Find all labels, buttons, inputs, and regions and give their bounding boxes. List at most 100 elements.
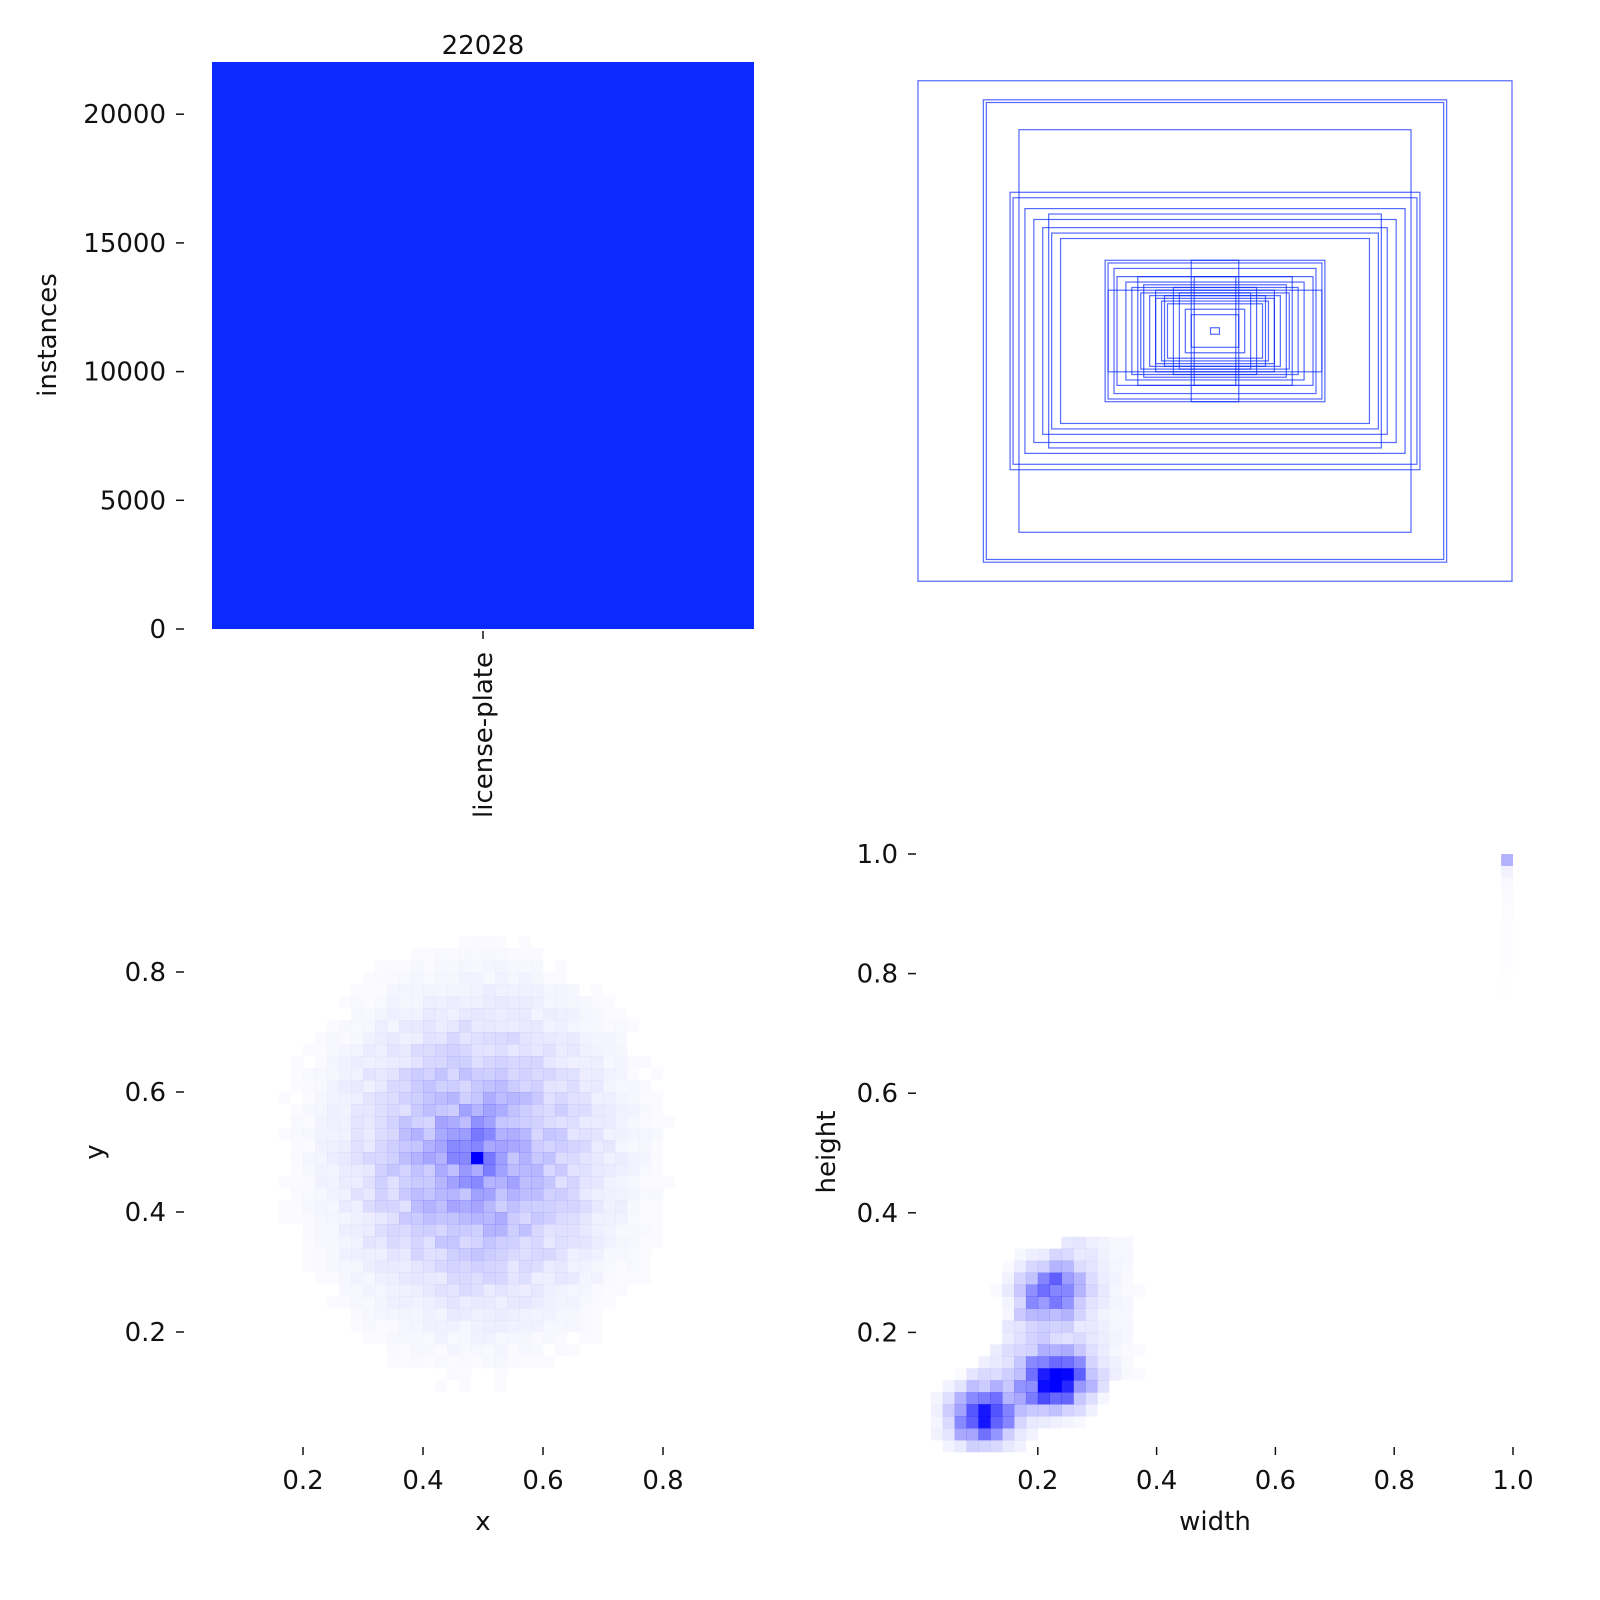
heatmap-cell [543, 1020, 556, 1033]
box-outline [1012, 197, 1418, 465]
heatmap-cell [435, 1344, 447, 1356]
heatmap-cell [387, 1320, 399, 1332]
heatmap-cell [543, 996, 556, 1009]
heatmap-cell [603, 1188, 616, 1201]
heatmap-cell [651, 1140, 663, 1152]
heatmap-cell [303, 1176, 315, 1188]
heatmap-cell [339, 1212, 352, 1225]
heatmap-cell [555, 1104, 568, 1117]
heatmap-cell [279, 1128, 291, 1140]
heatmap-cell [471, 1116, 484, 1129]
heatmap-cell [555, 1008, 568, 1021]
heatmap-cell [507, 1296, 520, 1309]
heatmap-cell [411, 1200, 424, 1213]
heatmap-cell [1061, 1416, 1074, 1429]
heatmap-cell [351, 1164, 364, 1177]
heatmap-cell [1073, 1392, 1086, 1405]
heatmap-cell [954, 1404, 967, 1417]
heatmap-cell [303, 1212, 315, 1224]
heatmap-cell [651, 1224, 663, 1236]
heatmap-cell [315, 1092, 327, 1104]
heatmap-cell [339, 1032, 351, 1044]
heatmap-cell [351, 1296, 363, 1308]
heatmap-cell [351, 1284, 363, 1296]
heatmap-cell [399, 1320, 411, 1332]
heatmap-cell [363, 984, 375, 996]
heatmap-cell [519, 1320, 532, 1333]
heatmap-cell [351, 1272, 364, 1285]
box-outline [917, 80, 1513, 582]
heatmap-cell [555, 1284, 568, 1297]
heatmap-cell [615, 1224, 627, 1236]
heatmap-cell [471, 972, 484, 985]
heatmap-cell [1014, 1404, 1027, 1417]
heatmap-cell [399, 1128, 412, 1141]
heatmap-cell [363, 1032, 376, 1045]
heatmap-cell [579, 1224, 592, 1237]
heatmap-cell [579, 1308, 591, 1320]
heatmap-cell [423, 1224, 436, 1237]
heatmap-cell [603, 1284, 615, 1296]
heatmap-cell [459, 1272, 472, 1285]
heatmap-cell [315, 1140, 328, 1153]
heatmap-cell [375, 1128, 388, 1141]
heatmap-cell [435, 1188, 448, 1201]
xy-y-tick-label: 0.6 [125, 1078, 166, 1108]
heatmap-cell [663, 1116, 675, 1128]
heatmap-cell [339, 1116, 352, 1129]
heatmap-cell [603, 1176, 616, 1189]
heatmap-cell [483, 1344, 495, 1356]
heatmap-cell [1025, 1368, 1039, 1381]
heatmap-cell [942, 1440, 955, 1453]
xy-heatmap-cells [279, 948, 675, 1368]
heatmap-cell [495, 948, 507, 960]
heatmap-cell [627, 1224, 639, 1236]
heatmap-cell [930, 1428, 944, 1441]
heatmap-cell [471, 1296, 484, 1309]
heatmap-cell [327, 1092, 340, 1105]
heatmap-cell [363, 972, 375, 984]
heatmap-cell [1501, 974, 1513, 986]
heatmap-cell [519, 1212, 532, 1225]
heatmap-cell [387, 972, 399, 984]
heatmap-cell [555, 1272, 568, 1285]
heatmap-cell [1501, 878, 1513, 890]
heatmap-cell [567, 1032, 580, 1045]
heatmap-cell [543, 1332, 555, 1344]
heatmap-cell [627, 1236, 639, 1248]
heatmap-cell [423, 1104, 436, 1117]
heatmap-cell [387, 1332, 399, 1344]
heatmap-cell [471, 1272, 484, 1285]
heatmap-cell [339, 1248, 352, 1261]
heatmap-cell [507, 1152, 520, 1165]
heatmap-cell [531, 984, 544, 997]
heatmap-cell [387, 1308, 400, 1321]
heatmap-cell [447, 1140, 460, 1153]
heatmap-cell [591, 1236, 604, 1249]
heatmap-cell [495, 1068, 508, 1081]
heatmap-cell [531, 1152, 544, 1165]
heatmap-cell [531, 1140, 544, 1153]
heatmap-cell [423, 1212, 436, 1225]
heatmap-cell [519, 1248, 532, 1261]
heatmap-cell [339, 1068, 352, 1081]
heatmap-cell [1085, 1380, 1098, 1393]
heatmap-cell [339, 1164, 352, 1177]
heatmap-cell [507, 1116, 520, 1129]
heatmap-cell [519, 1356, 531, 1368]
heatmap-cell [471, 1020, 484, 1033]
heatmap-cell [1014, 1284, 1027, 1297]
heatmap-cell [639, 1152, 652, 1165]
heatmap-cell [387, 1104, 400, 1117]
heatmap-cell [459, 1320, 471, 1332]
heatmap-cell [471, 1164, 484, 1177]
heatmap-cell [339, 1080, 352, 1093]
heatmap-cell [591, 1056, 604, 1069]
heatmap-cell [495, 1104, 508, 1117]
heatmap-cell [507, 1176, 520, 1189]
heatmap-cell [459, 1308, 472, 1321]
heatmap-cell [507, 1284, 520, 1297]
heatmap-cell [471, 1104, 484, 1117]
heatmap-cell [567, 1092, 580, 1105]
heatmap-cell [339, 1200, 352, 1213]
